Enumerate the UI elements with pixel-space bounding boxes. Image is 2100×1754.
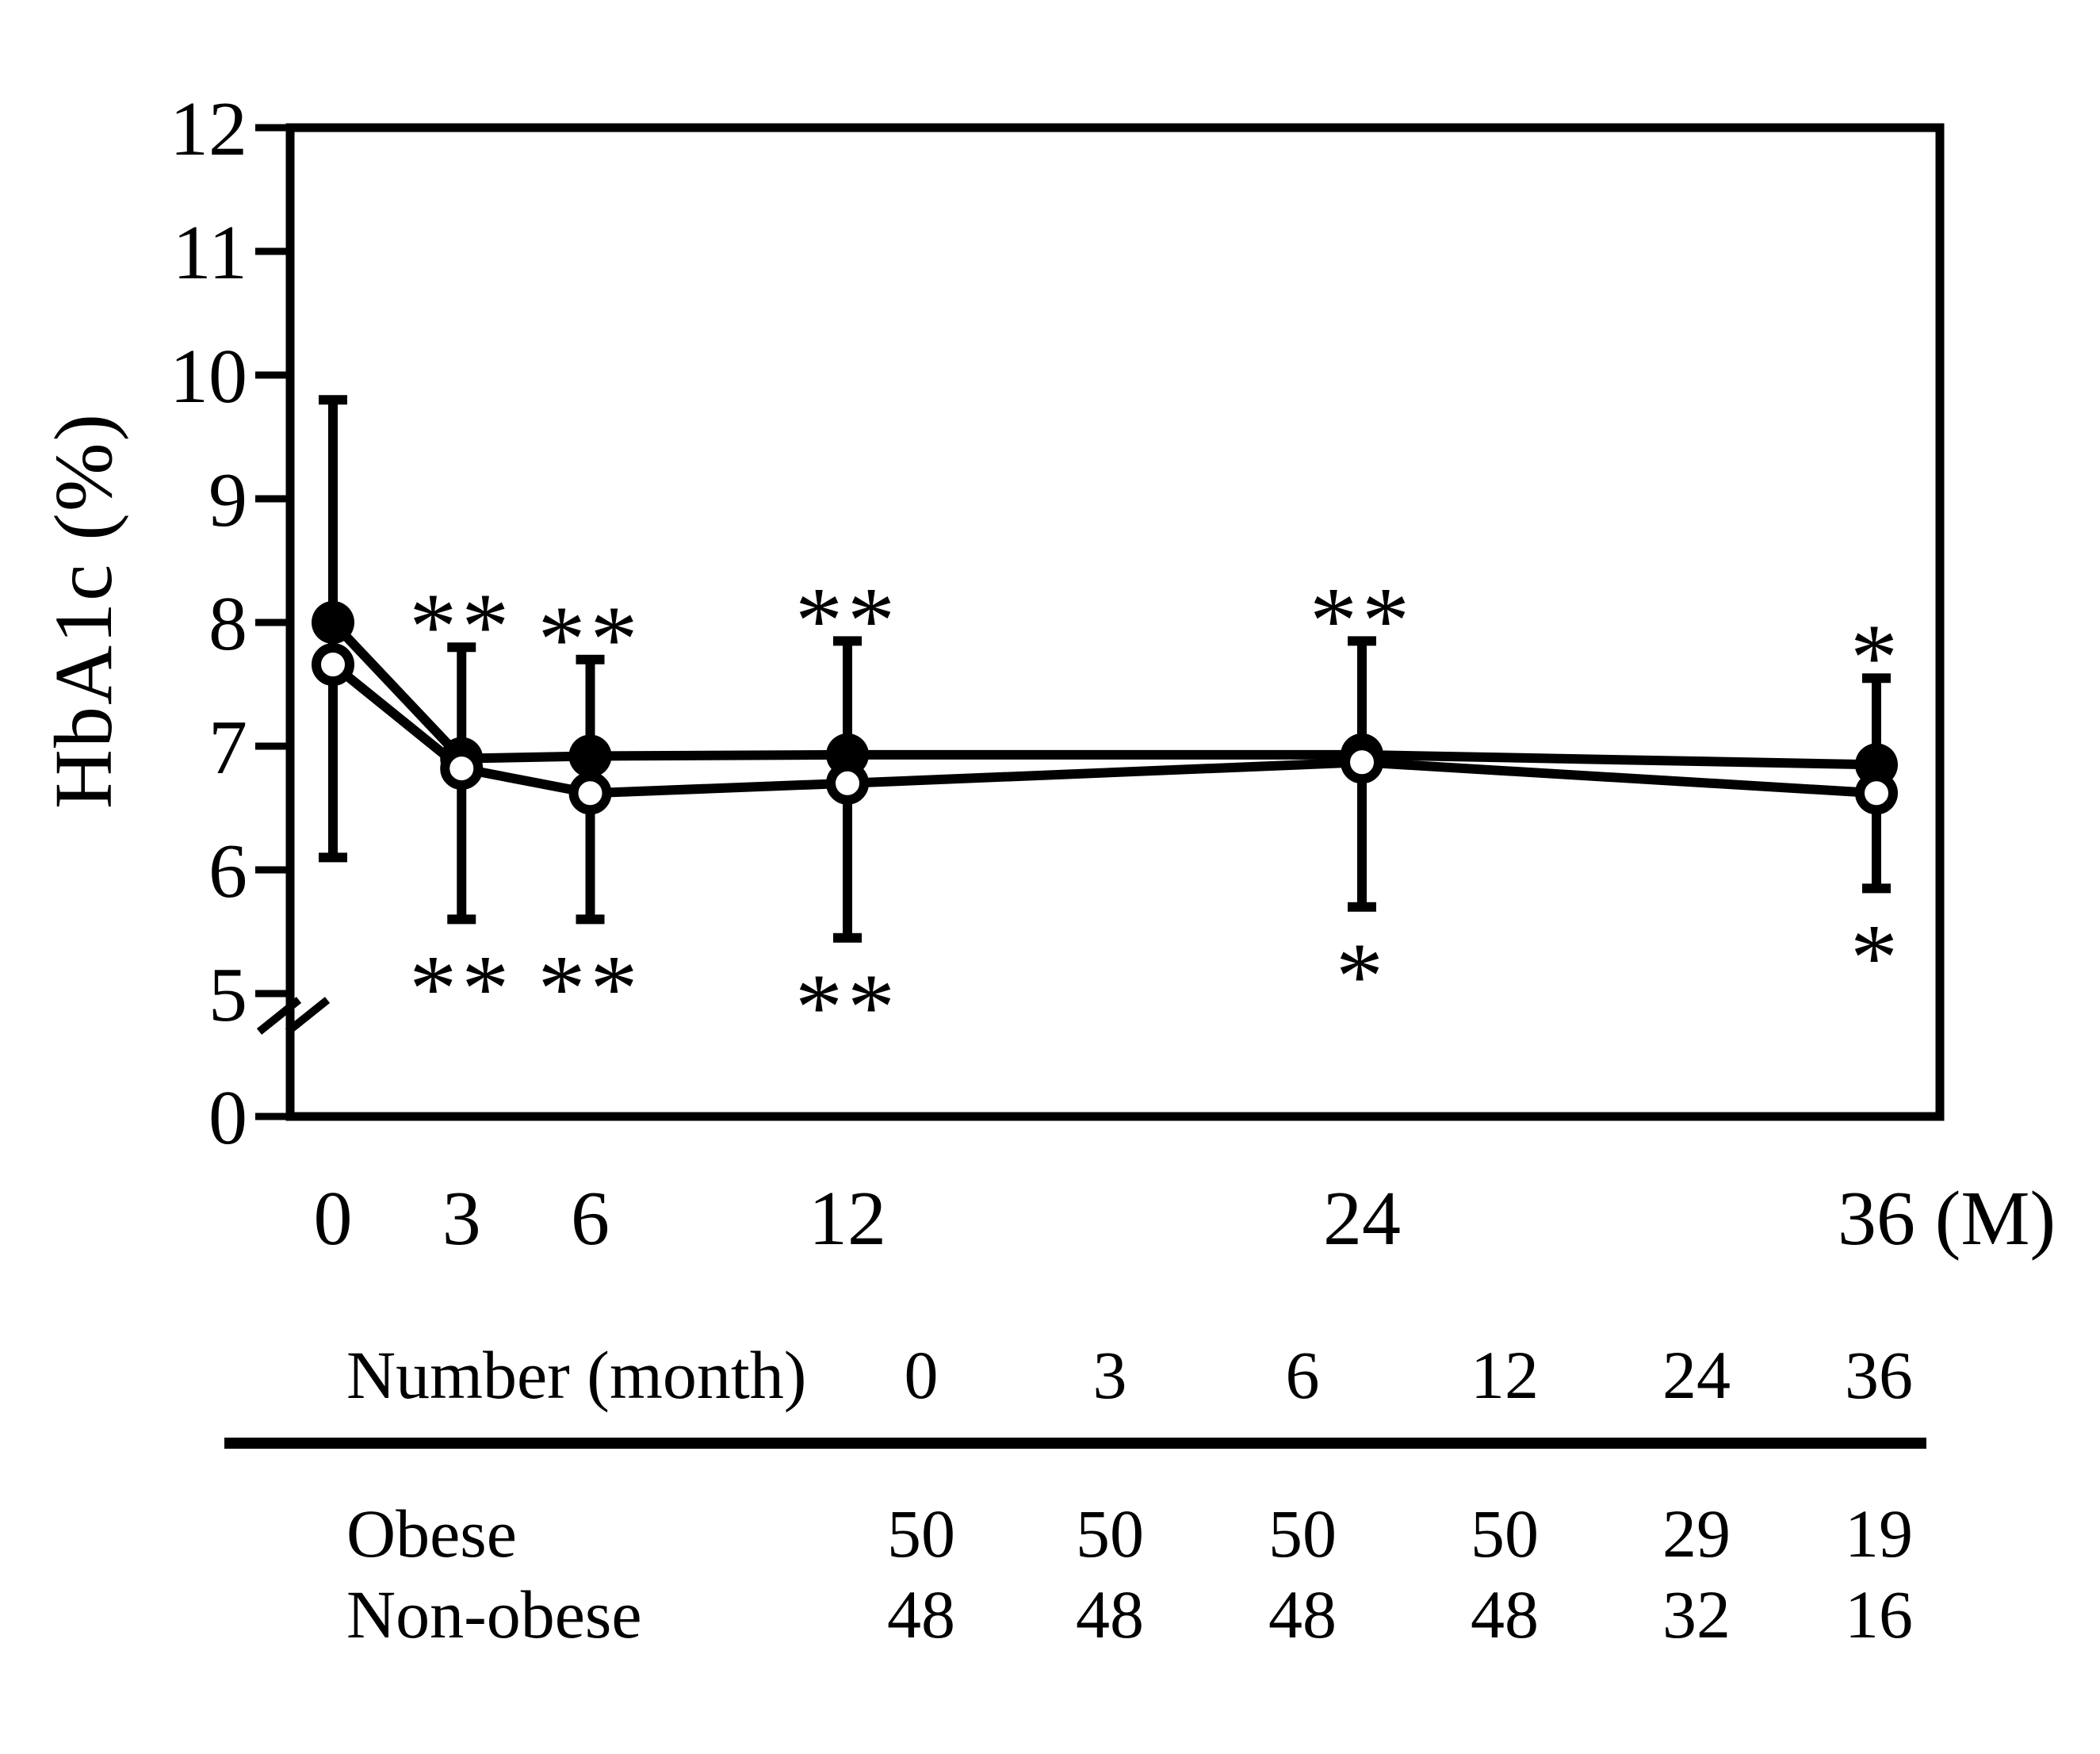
- y-tick-label: 11: [173, 210, 247, 296]
- x-tick-label: 36: [1838, 1176, 1915, 1262]
- table-cells: 50 50 50 50 29 19 48 48 48 48 32 16: [887, 1495, 1913, 1653]
- table-row-label-obese: Obese: [346, 1495, 517, 1572]
- obese-point-filled-circle-icon: [568, 734, 612, 778]
- x-tick-label: 12: [809, 1176, 886, 1262]
- table-column-header: 3: [1093, 1337, 1127, 1413]
- table-cell: 48: [1471, 1576, 1539, 1653]
- table-cell: 29: [1662, 1495, 1731, 1572]
- table-cell: 48: [887, 1576, 955, 1653]
- significance-below: *: [1850, 904, 1903, 1009]
- significance-below: **: [538, 935, 643, 1040]
- table-cell: 48: [1076, 1576, 1144, 1653]
- non-obese-point-open-circle-icon: [1341, 741, 1383, 784]
- y-tick-label: 8: [208, 581, 247, 667]
- table-cell: 50: [1471, 1495, 1539, 1572]
- non-obese-line: [330, 661, 1877, 798]
- y-axis-ticks: 12 11 10 9 8 7 6 5 0: [170, 86, 290, 1161]
- table-header-label: Number (month): [346, 1337, 806, 1413]
- y-tick-label: 6: [208, 829, 247, 914]
- y-tick-label: 7: [208, 705, 247, 791]
- y-tick-label: 5: [208, 952, 247, 1038]
- non-obese-point-open-circle-icon: [568, 772, 612, 815]
- significance-below: **: [795, 954, 900, 1059]
- significance-above: **: [795, 567, 900, 672]
- x-tick-label: 3: [442, 1176, 481, 1262]
- x-axis-unit-label: (M): [1935, 1176, 2056, 1262]
- table-column-header: 12: [1471, 1337, 1539, 1413]
- table-cell: 50: [1268, 1495, 1337, 1572]
- y-axis-break-icon: [256, 997, 331, 1035]
- break-slash-icon: [256, 997, 302, 1035]
- table-cell: 16: [1845, 1576, 1913, 1653]
- table-row-label-non-obese: Non-obese: [346, 1576, 642, 1653]
- significance-above: **: [409, 573, 514, 679]
- table-column-headers: 0 3 6 12 24 36: [905, 1337, 1914, 1413]
- table-column-header: 6: [1286, 1337, 1320, 1413]
- y-tick-label: 9: [208, 458, 247, 543]
- table-cell: 50: [1076, 1495, 1144, 1572]
- significance-above: **: [1310, 567, 1414, 672]
- non-obese-point-open-circle-icon: [312, 643, 354, 687]
- x-axis-labels: 0 3 6 12 24 36: [314, 1176, 1916, 1262]
- significance-above: *: [1850, 604, 1903, 710]
- table-cell: 19: [1845, 1495, 1913, 1572]
- non-obese-point-open-circle-icon: [826, 761, 869, 805]
- series-lines-and-markers: [312, 601, 1898, 815]
- significance-above: **: [538, 586, 643, 691]
- y-axis-title: HbA1c (%): [38, 412, 129, 809]
- table-column-header: 0: [905, 1337, 939, 1413]
- y-tick-label: 10: [170, 334, 247, 419]
- table-column-header: 36: [1845, 1337, 1913, 1413]
- table-cell: 50: [887, 1495, 955, 1572]
- y-tick-label: 0: [208, 1075, 247, 1161]
- significance-below: *: [1336, 923, 1388, 1028]
- table-cell: 48: [1268, 1576, 1337, 1653]
- obese-point-filled-circle-icon: [312, 601, 354, 644]
- non-obese-point-open-circle-icon: [1855, 772, 1898, 815]
- obese-line: [329, 618, 1877, 770]
- non-obese-point-open-circle-icon: [440, 747, 484, 791]
- significance-asterisks: *****************: [409, 567, 1903, 1059]
- table-column-header: 24: [1662, 1337, 1731, 1413]
- significance-below: **: [409, 935, 514, 1040]
- y-tick-label: 12: [170, 86, 247, 172]
- x-tick-label: 6: [571, 1176, 610, 1262]
- x-tick-label: 24: [1323, 1176, 1401, 1262]
- count-table: Number (month) 0 3 6 12 24 36 Obese Non-obese…: [224, 1337, 1926, 1653]
- x-tick-label: 0: [314, 1176, 353, 1262]
- break-slash-icon: [285, 997, 331, 1035]
- table-cell: 32: [1662, 1576, 1731, 1653]
